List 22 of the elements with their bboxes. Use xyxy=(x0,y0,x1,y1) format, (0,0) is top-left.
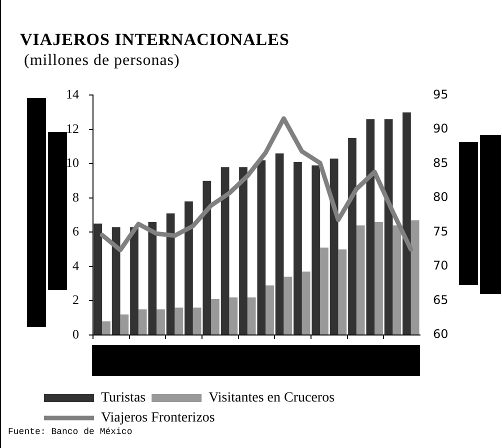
y2-tick-label: 85 xyxy=(433,156,448,170)
legend-label: Visitantes en Cruceros xyxy=(208,390,335,406)
y-tick-label: 4 xyxy=(72,258,80,273)
chart-title: VIAJEROS INTERNACIONALES xyxy=(20,30,290,49)
y2-tick-label: 70 xyxy=(433,258,448,273)
y2-tick-label: 60 xyxy=(433,327,448,342)
y-tick-label: 0 xyxy=(72,326,79,342)
y2-tick-label: 95 xyxy=(433,87,448,102)
chart-subtitle: (millones de personas) xyxy=(24,52,180,70)
y2-tick-label: 80 xyxy=(433,190,448,204)
y2-tick-label: 90 xyxy=(433,122,448,136)
y-tick-label: 14 xyxy=(66,86,80,102)
legend-label: Viajeros Fronterizos xyxy=(101,410,215,426)
y-tick-label: 2 xyxy=(72,292,79,308)
y-tick-label: 6 xyxy=(72,224,80,239)
y-tick-label: 8 xyxy=(72,189,79,204)
y2-tick-label: 65 xyxy=(433,292,448,307)
y2-tick-label: 75 xyxy=(433,224,448,238)
legend-label: Turistas xyxy=(101,390,146,406)
y-tick-label: 10 xyxy=(66,155,79,170)
y-tick-label: 12 xyxy=(66,120,79,136)
source-note: Fuente: Banco de México xyxy=(8,427,132,437)
